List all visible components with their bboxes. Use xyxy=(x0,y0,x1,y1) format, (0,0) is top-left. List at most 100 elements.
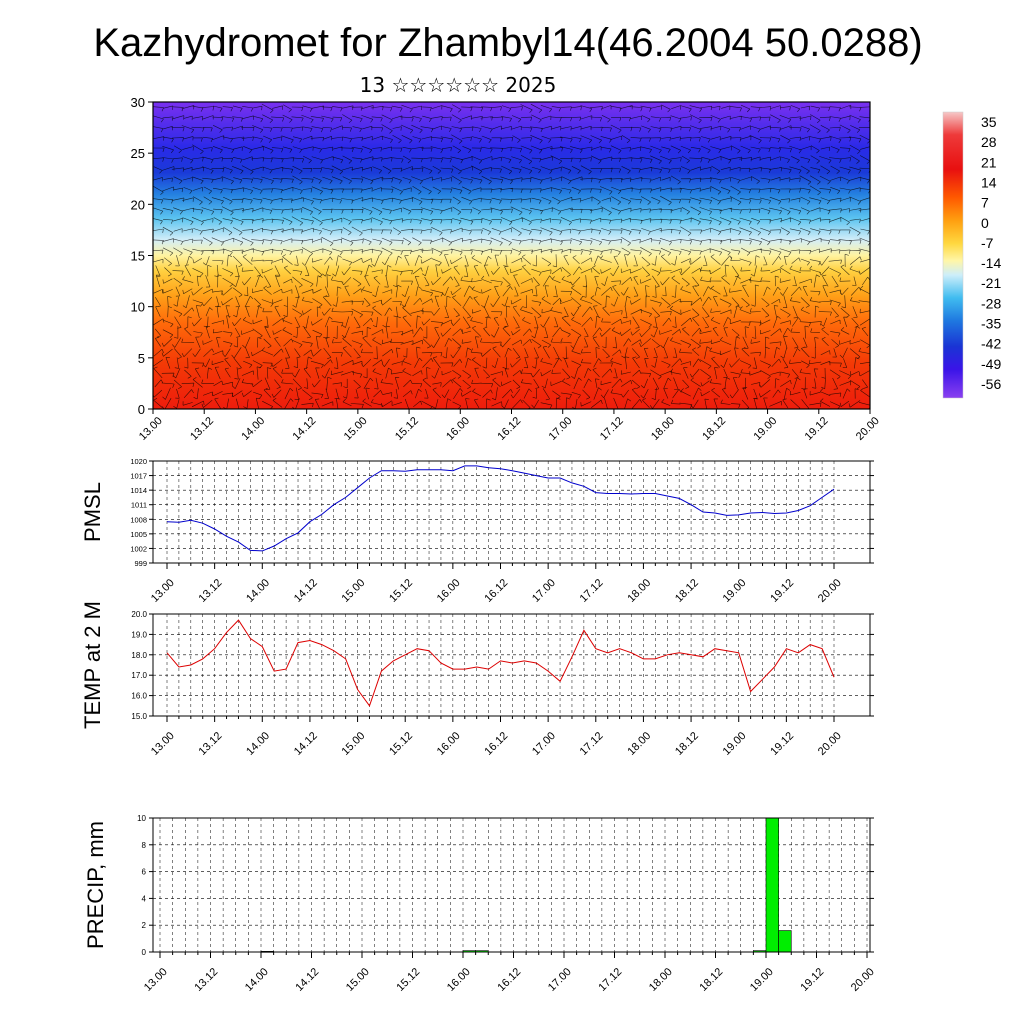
x-tick-label: 19.00 xyxy=(721,730,749,758)
colorbar: 35 28 21 14 7 0 -7 -14 -21 -28 -35 -42 -49 -56 xyxy=(942,111,1001,399)
y-tick-label: 1011 xyxy=(131,501,147,510)
cross-x-tick-label: 19.12 xyxy=(803,415,831,443)
x-tick-label: 16.12 xyxy=(482,577,510,605)
precip-bars xyxy=(260,817,792,953)
x-tick-label: 17.00 xyxy=(530,577,558,605)
x-tick-label: 16.12 xyxy=(482,730,510,758)
y-tick-label: 15.0 xyxy=(131,712,147,721)
cross-x-tick-label: 14.00 xyxy=(239,415,267,443)
pmsl-y-axis: 1020 1017 1014 1011 1008 1005 1002 999 xyxy=(130,457,874,568)
cross-x-tick-label: 13.12 xyxy=(188,415,216,443)
colorbar-label: 28 xyxy=(981,134,997,150)
x-tick-label: 17.12 xyxy=(578,730,606,758)
colorbar-label: -7 xyxy=(981,235,994,251)
y-tick-label: 8 xyxy=(142,841,147,850)
chart-subtitle: 13 ☆☆☆☆☆☆ 2025 xyxy=(360,73,557,97)
x-tick-label: 13.12 xyxy=(197,577,225,605)
cross-y-tick-label: 30 xyxy=(131,95,145,110)
colorbar-labels: 35 28 21 14 7 0 -7 -14 -21 -28 -35 -42 -49 -56 xyxy=(981,114,1001,392)
pmsl-frame xyxy=(152,460,871,564)
x-tick-label: 17.00 xyxy=(546,966,574,994)
y-tick-label: 10 xyxy=(137,814,146,823)
temp-panel: 20.0 19.0 18.0 17.0 16.0 15.0 13.00 13.12 14.00… xyxy=(80,601,874,758)
y-tick-label: 999 xyxy=(134,559,147,568)
temp-y-label: TEMP at 2 M xyxy=(80,601,105,729)
y-tick-label: 16.0 xyxy=(131,692,147,701)
x-tick-label: 13.00 xyxy=(142,966,170,994)
cross-y-tick-label: 10 xyxy=(131,300,145,315)
x-tick-label: 20.00 xyxy=(816,577,844,605)
cross-x-tick-label: 16.12 xyxy=(495,415,523,443)
x-tick-label: 16.12 xyxy=(495,966,523,994)
precip-y-label: PRECIP, mm xyxy=(83,821,108,949)
cross-x-tick-label: 15.12 xyxy=(393,415,421,443)
x-tick-label: 13.12 xyxy=(197,730,225,758)
y-tick-label: 2 xyxy=(142,921,147,930)
y-tick-label: 17.0 xyxy=(131,671,147,680)
x-tick-label: 18.12 xyxy=(697,966,725,994)
wind-barb-paths xyxy=(153,103,870,409)
temp-x-axis: 13.00 13.12 14.00 14.12 15.00 15.12 16.00 16.12… xyxy=(149,716,844,758)
x-tick-label: 14.12 xyxy=(292,577,320,605)
y-tick-label: 1005 xyxy=(130,530,147,539)
cross-x-tick-label: 20.00 xyxy=(854,415,882,443)
x-tick-label: 16.00 xyxy=(435,577,463,605)
pmsl-line xyxy=(166,465,835,552)
x-tick-label: 14.00 xyxy=(244,577,272,605)
y-tick-label: 1008 xyxy=(130,515,147,524)
temperature-field xyxy=(153,102,870,409)
y-tick-label: 20.0 xyxy=(131,610,147,619)
cross-y-tick-label: 25 xyxy=(131,146,145,161)
x-tick-label: 19.12 xyxy=(768,577,796,605)
y-tick-label: 1002 xyxy=(130,544,147,553)
x-tick-label: 14.12 xyxy=(292,730,320,758)
x-tick-label: 14.12 xyxy=(293,966,321,994)
x-tick-label: 19.00 xyxy=(748,966,776,994)
precip-grid xyxy=(153,817,870,953)
x-tick-label: 18.00 xyxy=(625,577,653,605)
colorbar-label: 21 xyxy=(981,154,997,170)
cross-y-tick-label: 0 xyxy=(138,402,145,417)
colorbar-label: 7 xyxy=(981,195,989,211)
cross-section-panel: 0 5 10 15 20 25 30 13.00 13.12 14.00 14.12 15.00 15… xyxy=(131,95,882,443)
cross-section-x-axis: 13.00 13.12 14.00 14.12 15.00 15.12 16.00 16.12… xyxy=(137,409,882,443)
colorbar-label: -21 xyxy=(981,275,1001,291)
x-tick-label: 13.00 xyxy=(149,730,177,758)
colorbar-label: 14 xyxy=(981,174,997,190)
cross-x-tick-label: 17.00 xyxy=(547,415,575,443)
cross-x-tick-label: 18.00 xyxy=(649,415,677,443)
x-tick-label: 20.00 xyxy=(816,730,844,758)
x-tick-label: 16.00 xyxy=(445,966,473,994)
x-tick-label: 18.00 xyxy=(625,730,653,758)
x-tick-label: 19.00 xyxy=(721,577,749,605)
temp-y-axis: 20.0 19.0 18.0 17.0 16.0 15.0 xyxy=(131,610,874,721)
colorbar-label: -35 xyxy=(981,316,1001,332)
x-tick-label: 20.00 xyxy=(849,966,877,994)
y-tick-label: 1017 xyxy=(130,472,147,481)
colorbar-label: -14 xyxy=(981,255,1001,271)
x-tick-label: 15.12 xyxy=(394,966,422,994)
colorbar-label: 0 xyxy=(981,215,989,231)
x-tick-label: 19.12 xyxy=(798,966,826,994)
temp-grid xyxy=(153,613,870,717)
x-tick-label: 17.00 xyxy=(530,730,558,758)
cross-x-tick-label: 13.00 xyxy=(137,415,165,443)
x-tick-label: 17.12 xyxy=(596,966,624,994)
x-tick-label: 18.12 xyxy=(673,730,701,758)
y-tick-label: 18.0 xyxy=(131,651,147,660)
pmsl-grid xyxy=(153,460,870,564)
x-tick-label: 13.12 xyxy=(192,966,220,994)
precip-frame xyxy=(152,817,871,953)
wind-barbs xyxy=(153,103,870,409)
cross-y-tick-label: 5 xyxy=(138,351,145,366)
temp-frame xyxy=(152,613,871,717)
temp-line xyxy=(166,619,835,707)
y-tick-label: 6 xyxy=(142,868,147,877)
cross-x-tick-label: 17.12 xyxy=(598,415,626,443)
precip-bar xyxy=(765,817,779,953)
cross-section-y-axis: 0 5 10 15 20 25 30 xyxy=(131,95,153,417)
x-tick-label: 14.00 xyxy=(244,730,272,758)
precip-x-axis: 13.00 13.12 14.00 14.12 15.00 15.12 16.00 16.12… xyxy=(142,952,877,994)
